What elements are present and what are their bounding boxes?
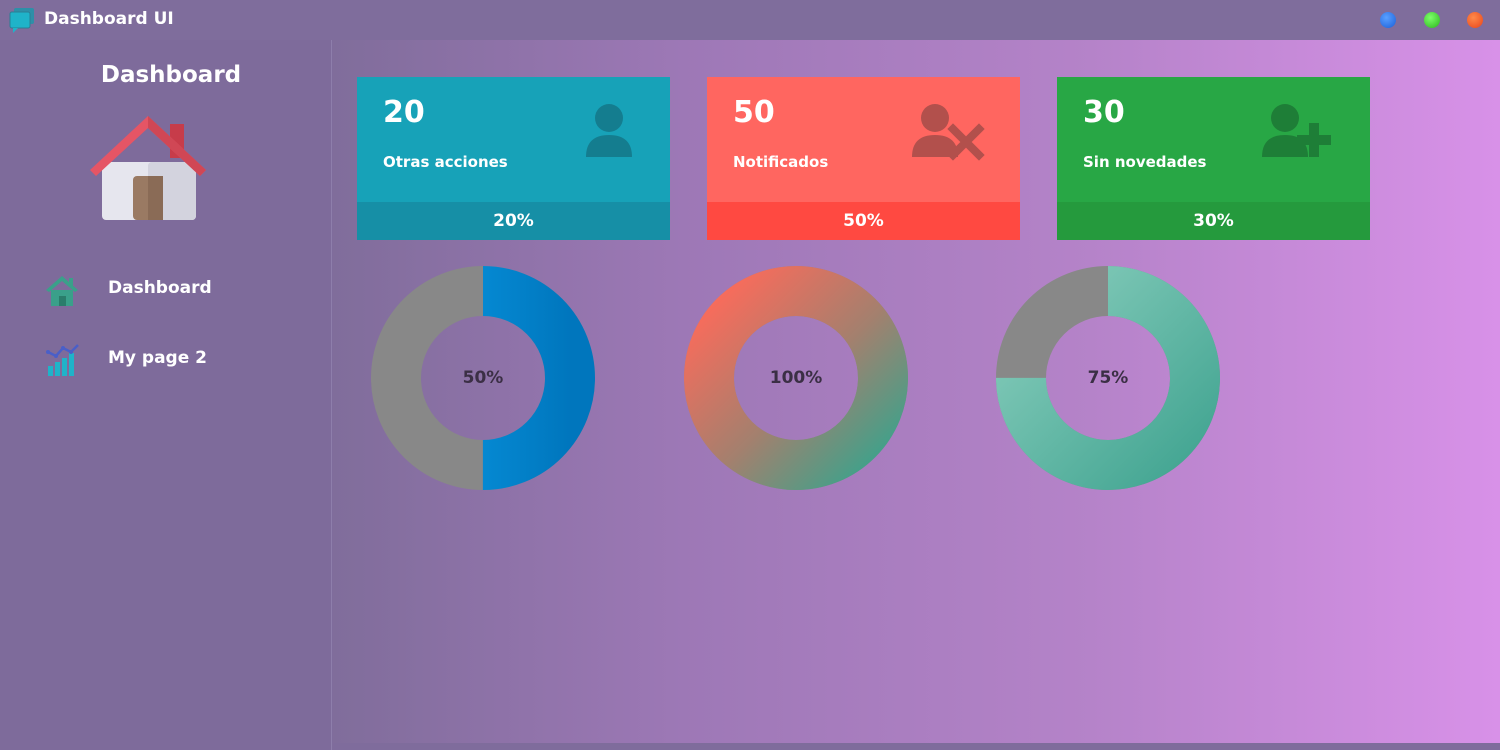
user-remove-icon — [912, 104, 985, 161]
donut-chart-3: 75% — [995, 265, 1221, 491]
card-percent: 30% — [1057, 202, 1370, 240]
donut-value: 75% — [1087, 368, 1129, 388]
card-count: 30 — [1083, 95, 1125, 130]
card-body: 20 Otras acciones — [357, 77, 670, 202]
bottom-border — [333, 743, 1500, 750]
donut-arc — [684, 266, 908, 490]
main-content: 20 Otras acciones 20% 50 Notificados 50%… — [333, 40, 1500, 743]
donut-graphic — [996, 266, 1220, 490]
close-button[interactable] — [1467, 12, 1483, 28]
card-label: Notificados — [733, 153, 829, 171]
donut-graphic — [684, 266, 908, 490]
minimize-button[interactable] — [1380, 12, 1396, 28]
card-count: 20 — [383, 95, 425, 130]
donut-chart-1: 50% — [370, 265, 596, 491]
sidebar-item-dashboard[interactable]: Dashboard — [44, 270, 304, 310]
house-icon — [90, 116, 206, 220]
title-bar: Dashboard UI — [0, 0, 1500, 40]
sidebar-title: Dashboard — [100, 62, 242, 88]
card-percent: 50% — [707, 202, 1020, 240]
card-body: 50 Notificados — [707, 77, 1020, 202]
stat-card-otras-acciones: 20 Otras acciones 20% — [357, 77, 670, 240]
donut-graphic — [371, 266, 595, 490]
user-icon — [586, 104, 632, 157]
maximize-button[interactable] — [1424, 12, 1440, 28]
sidebar-item-label: Dashboard — [108, 278, 212, 298]
card-percent: 20% — [357, 202, 670, 240]
donut-value: 100% — [769, 368, 823, 388]
donut-arc — [996, 266, 1220, 490]
card-body: 30 Sin novedades — [1057, 77, 1370, 202]
user-add-icon — [1262, 104, 1331, 157]
donut-arc — [371, 266, 595, 490]
stat-card-notificados: 50 Notificados 50% — [707, 77, 1020, 240]
sidebar-item-label: My page 2 — [108, 348, 208, 368]
home-icon — [46, 276, 78, 306]
sidebar: Dashboard Dashboard My page 2 — [0, 40, 332, 750]
donut-chart-2: 100% — [683, 265, 909, 491]
window-title: Dashboard UI — [44, 9, 174, 29]
card-count: 50 — [733, 95, 775, 130]
stat-card-sin-novedades: 30 Sin novedades 30% — [1057, 77, 1370, 240]
card-label: Sin novedades — [1083, 153, 1207, 171]
chart-icon — [46, 344, 79, 376]
card-label: Otras acciones — [383, 153, 508, 171]
sidebar-item-my-page-2[interactable]: My page 2 — [44, 340, 304, 380]
app-icon — [9, 8, 34, 33]
donut-value: 50% — [462, 368, 504, 388]
